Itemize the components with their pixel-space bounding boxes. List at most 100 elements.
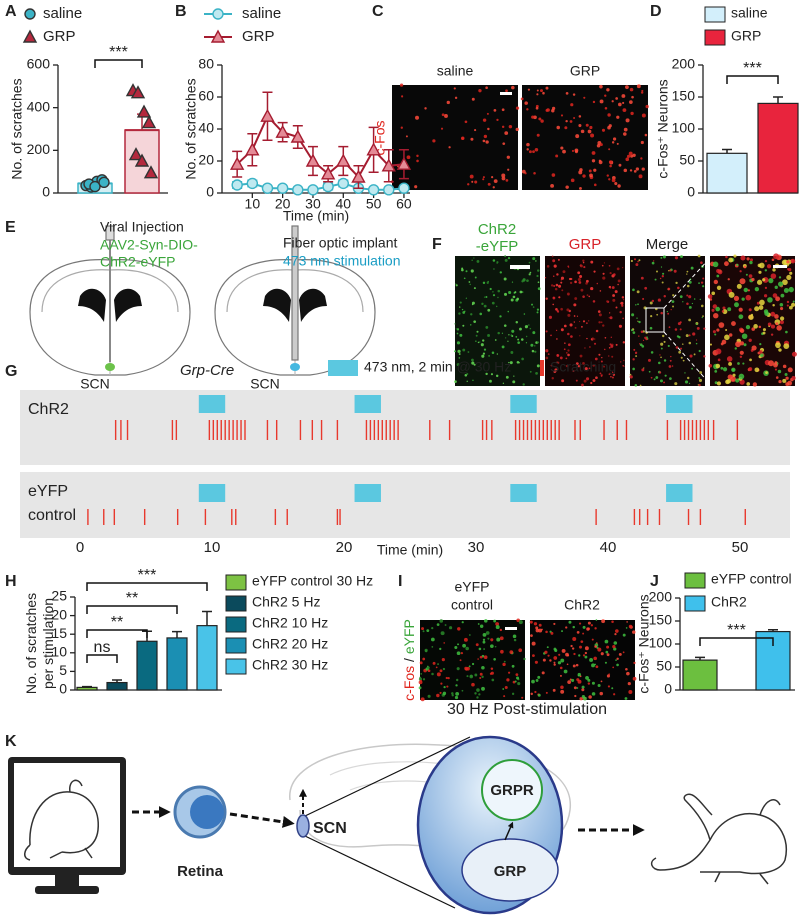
cell [690, 266, 694, 270]
scale-bar [510, 265, 530, 269]
legend-swatch [704, 6, 726, 23]
cell [505, 179, 509, 182]
cell [529, 370, 532, 373]
y-tick-label: 20 [51, 606, 67, 622]
cell [532, 654, 535, 657]
cell [634, 351, 638, 355]
cell [596, 143, 601, 148]
cell [594, 627, 597, 630]
significance-label: ** [111, 614, 123, 631]
cell [557, 258, 560, 261]
significance-bracket [86, 654, 118, 663]
marker [366, 142, 381, 156]
cell [582, 174, 586, 178]
cell [416, 159, 419, 163]
cell [541, 628, 543, 631]
cell [626, 671, 630, 676]
cell [651, 299, 655, 303]
cell [576, 687, 579, 689]
cell [595, 665, 599, 669]
cell [679, 295, 683, 299]
cell [698, 383, 701, 387]
marker [98, 176, 110, 189]
legend-swatch [225, 658, 247, 675]
cell [604, 336, 607, 339]
cell [611, 376, 614, 379]
cell [584, 655, 588, 659]
cell [720, 366, 724, 370]
cell [708, 364, 713, 368]
x-tick-label: 10 [245, 196, 261, 212]
cell [699, 371, 703, 374]
cell [788, 286, 794, 293]
cell [509, 361, 513, 365]
cell [516, 360, 520, 364]
cell [490, 638, 494, 642]
cell [659, 371, 662, 374]
cell [737, 362, 740, 365]
cell [707, 294, 713, 299]
cell [487, 637, 490, 640]
cell [597, 684, 601, 688]
cell [770, 273, 777, 279]
cell [585, 377, 590, 381]
cell [556, 361, 560, 365]
cell [727, 307, 732, 312]
error-bar [172, 630, 182, 638]
cell [753, 324, 758, 329]
cell [573, 303, 577, 307]
cell [501, 125, 505, 129]
cell [454, 350, 457, 353]
cell [615, 659, 617, 661]
cell [457, 643, 460, 646]
legend-label: GRP [242, 28, 275, 45]
cell [454, 380, 457, 383]
cell [574, 297, 578, 300]
cell [756, 279, 763, 285]
cell [625, 627, 628, 629]
cell [666, 310, 669, 313]
cell [686, 284, 690, 288]
panel-label: A [5, 3, 17, 20]
cell [482, 352, 486, 355]
significance-label: *** [727, 622, 746, 639]
cell [620, 301, 624, 305]
cell [787, 367, 793, 373]
cell [510, 298, 514, 302]
cell [544, 650, 548, 654]
region-label: SCN [80, 376, 110, 392]
cell [479, 312, 483, 316]
cell [609, 164, 612, 168]
cell [471, 662, 475, 666]
cell [725, 328, 728, 332]
cell [748, 308, 752, 312]
cell [537, 287, 541, 291]
cell [587, 320, 590, 322]
cell [530, 343, 534, 347]
cell [698, 349, 701, 353]
cell [542, 91, 545, 95]
cell [499, 628, 503, 632]
cell [600, 321, 603, 324]
cell [684, 372, 686, 374]
cell [545, 108, 549, 112]
row-label: eYFP control [28, 483, 76, 524]
cell [562, 149, 566, 154]
cell [419, 661, 423, 665]
panel-label: H [5, 573, 17, 590]
cell [577, 679, 582, 684]
cell [437, 663, 439, 666]
cell [454, 323, 456, 325]
cell [573, 652, 576, 656]
cell [660, 342, 664, 346]
cell [510, 351, 514, 354]
y-axis-label: No. of scratches [9, 78, 25, 179]
cell [483, 304, 487, 308]
cell [474, 692, 477, 695]
cell [572, 637, 577, 641]
cell [588, 295, 591, 298]
cell [711, 291, 716, 296]
cell [576, 315, 579, 317]
cell [416, 154, 419, 158]
cell [724, 334, 730, 341]
